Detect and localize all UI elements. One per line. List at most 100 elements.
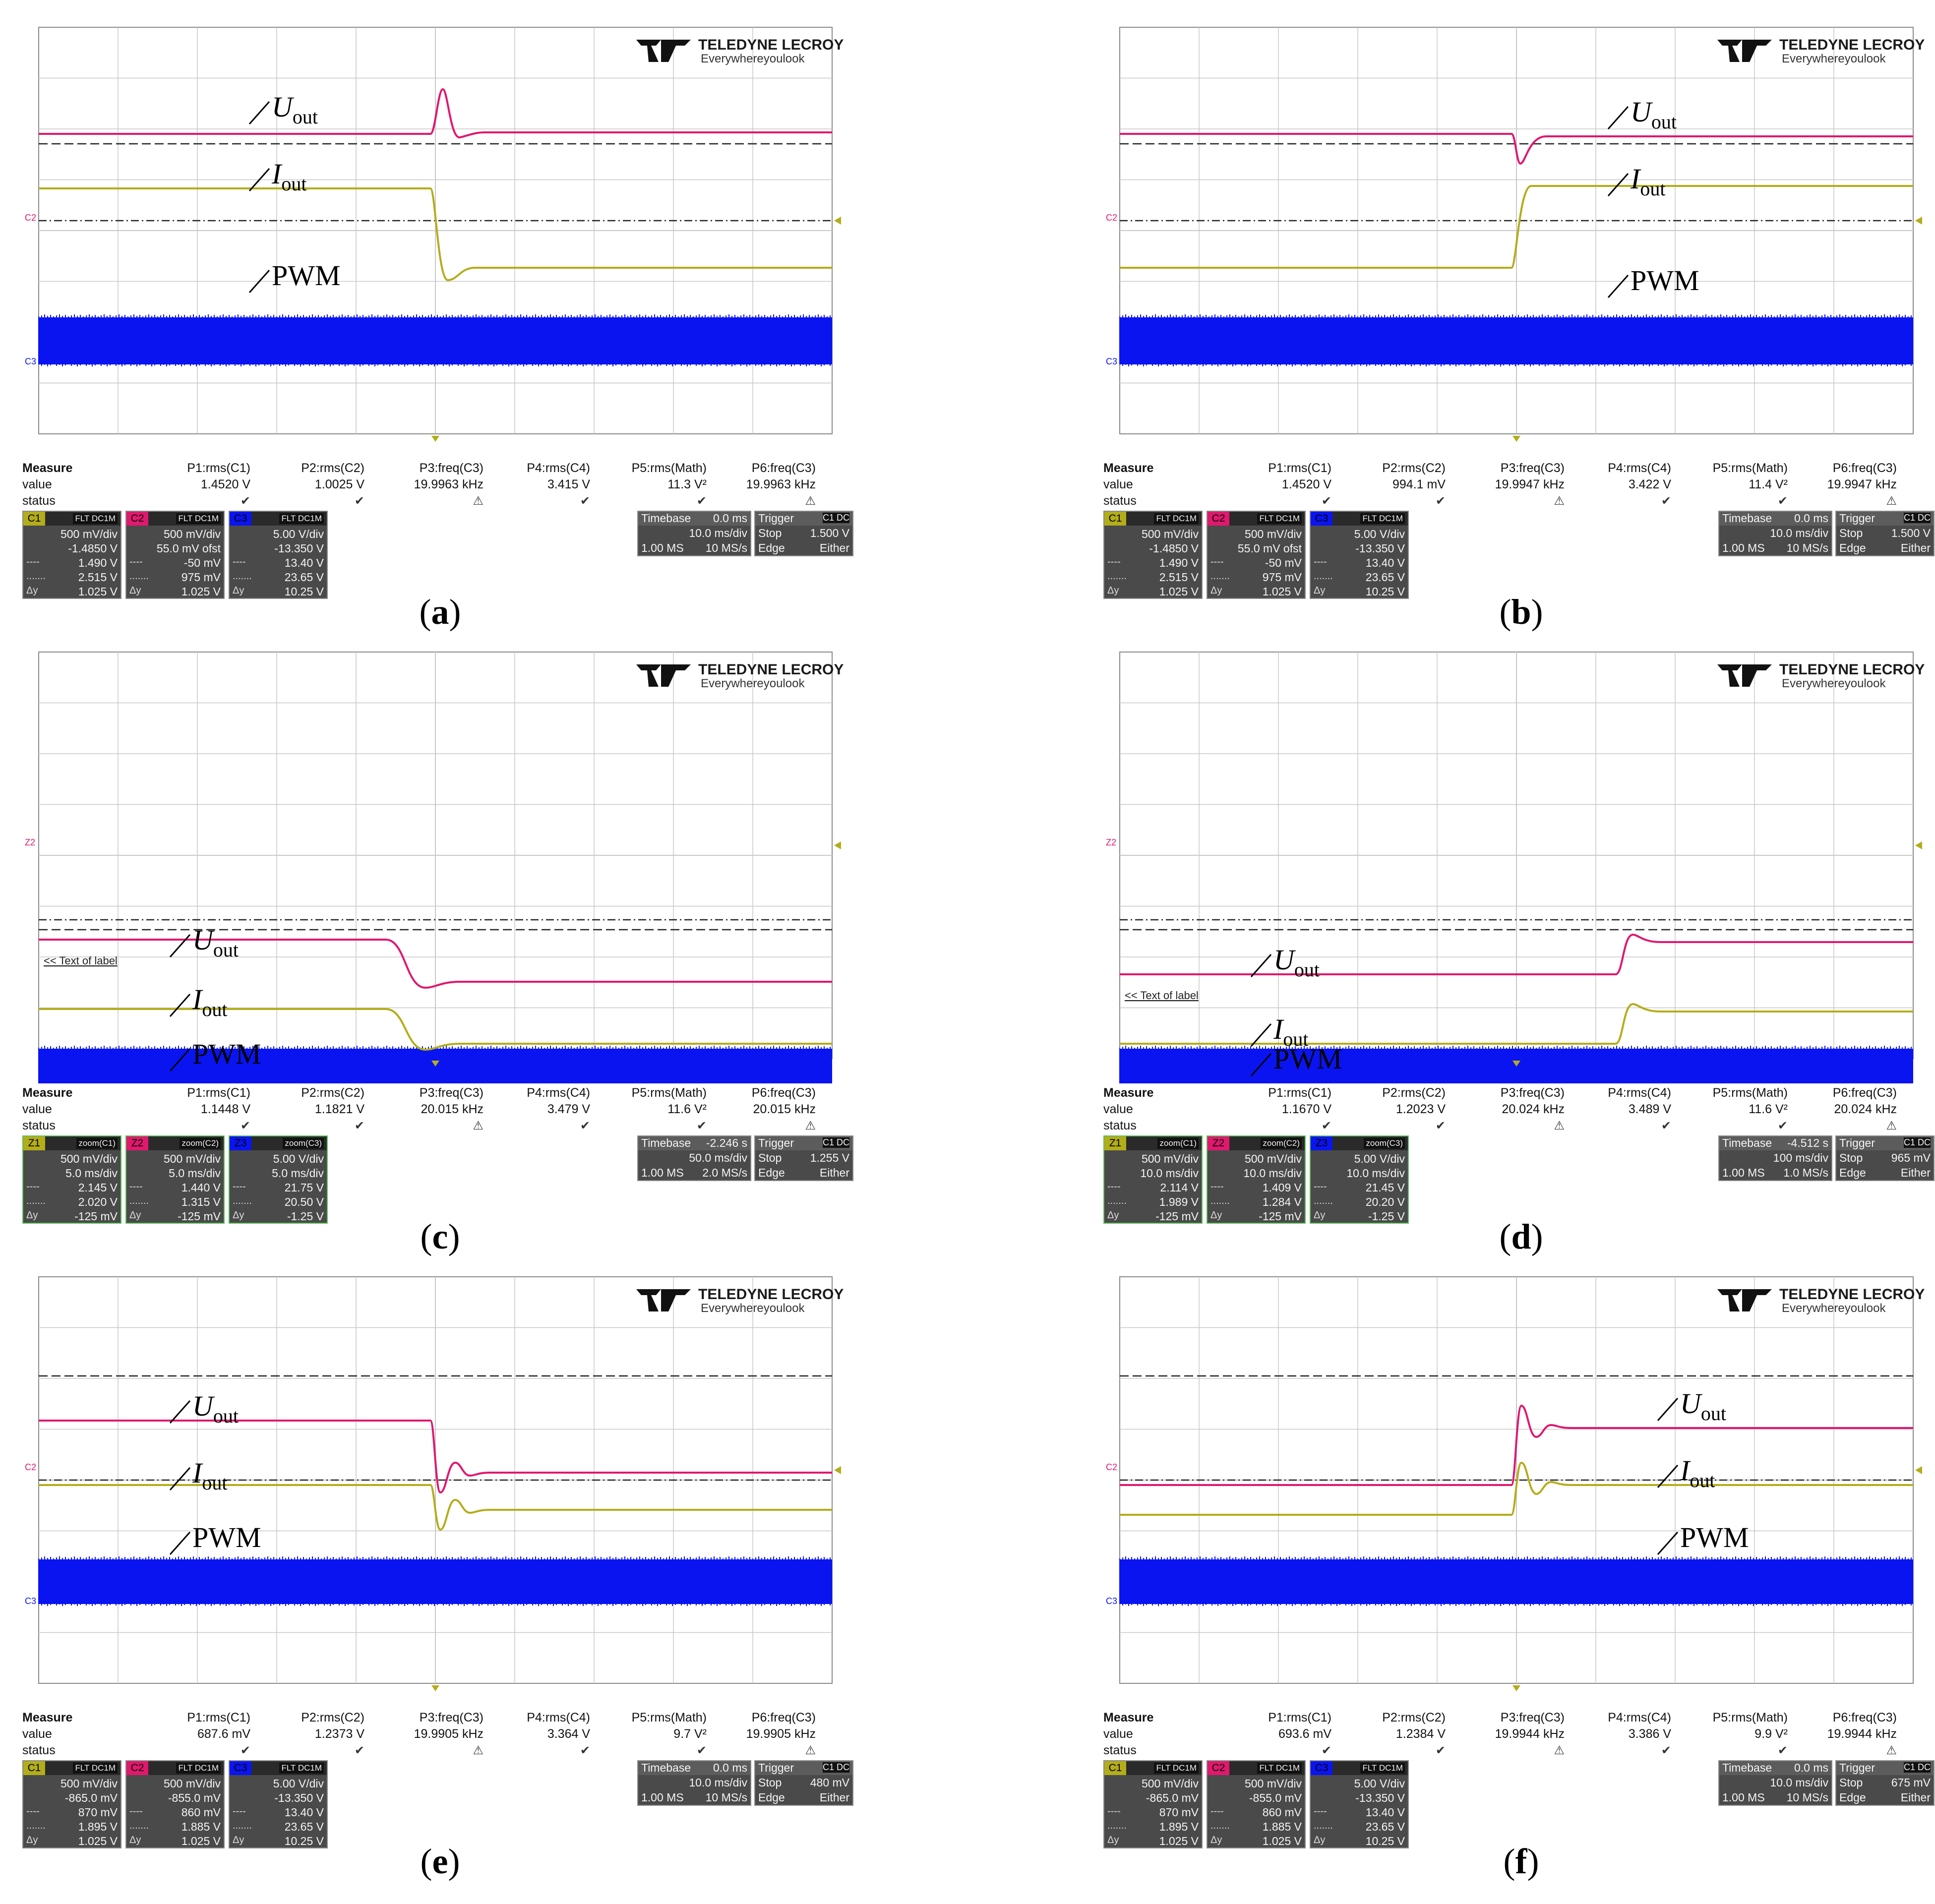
trigger-position-marker[interactable] xyxy=(1512,436,1520,442)
trigger-box[interactable]: Trigger C1 DC Stop 1.500 V Edge Either xyxy=(1835,511,1935,556)
channel-line: 500 mV/div xyxy=(1141,528,1199,540)
channel-box-c3[interactable]: C3 FLT DC1M 5.00 V/div -13.350 V 13.40 V ----… xyxy=(1310,1760,1409,1848)
measure-param[interactable]: P4:rms(C4) xyxy=(527,461,590,475)
text-of-label[interactable]: << Text of label xyxy=(44,954,118,967)
measure-table: Measure P1:rms(C1) P2:rms(C2) P3:freq(C3) P4… xyxy=(1103,461,1935,513)
measure-param[interactable]: P4:rms(C4) xyxy=(527,1086,590,1100)
channel-box-c1[interactable]: C1 FLT DC1M 500 mV/div -1.4850 V 1.490 V ----… xyxy=(22,511,121,599)
measure-param[interactable]: P6:freq(C3) xyxy=(751,1086,816,1100)
measure-param[interactable]: P2:rms(C2) xyxy=(1382,1086,1446,1100)
trigger-slope: Either xyxy=(819,541,849,554)
channel-box-c2[interactable]: C2 FLT DC1M 500 mV/div -855.0 mV 860 mV ---- 1… xyxy=(1207,1760,1306,1848)
measure-param[interactable]: P3:freq(C3) xyxy=(419,1086,484,1100)
channel-line: 5.0 ms/div xyxy=(169,1167,221,1180)
measure-param[interactable]: P4:rms(C4) xyxy=(1608,1086,1671,1100)
timebase-box[interactable]: Timebase -4.512 s 100 ms/div 1.00 MS 1.0 MS/… xyxy=(1718,1135,1832,1181)
warning-icon: ⚠ xyxy=(473,1119,484,1132)
trigger-box[interactable]: Trigger C1 DC Stop 965 mV Edge Either xyxy=(1835,1135,1935,1181)
trigger-type: Edge xyxy=(758,1791,785,1804)
timebase-box[interactable]: Timebase 0.0 ms 10.0 ms/div 1.00 MS 10 MS/s xyxy=(637,511,751,556)
channel-box-z2[interactable]: Z2 zoom(C2) 500 mV/div 5.0 ms/div 1.440 V ---… xyxy=(125,1135,225,1224)
trigger-box[interactable]: Trigger C1 DC Stop 1.255 V Edge Either xyxy=(754,1135,853,1181)
timebase-box[interactable]: Timebase -2.246 s 50.0 ms/div 1.00 MS 2.0 MS… xyxy=(637,1135,751,1181)
trigger-level-marker[interactable] xyxy=(834,841,841,849)
measure-param[interactable]: P5:rms(Math) xyxy=(1712,1086,1788,1100)
trigger-position-marker[interactable] xyxy=(431,436,439,442)
measure-param[interactable]: P2:rms(C2) xyxy=(301,1711,364,1725)
trigger-title: Trigger xyxy=(758,1136,794,1149)
measure-param[interactable]: P1:rms(C1) xyxy=(187,1711,250,1725)
measure-param[interactable]: P2:rms(C2) xyxy=(1382,1711,1446,1725)
measure-param[interactable]: P1:rms(C1) xyxy=(1268,1086,1331,1100)
timebase-box[interactable]: Timebase 0.0 ms 10.0 ms/div 1.00 MS 10 MS/s xyxy=(1718,511,1832,556)
trigger-position-marker[interactable] xyxy=(431,1061,439,1067)
channel-box-z2[interactable]: Z2 zoom(C2) 500 mV/div 10.0 ms/div 1.409 V --… xyxy=(1207,1135,1306,1224)
measure-param[interactable]: P1:rms(C1) xyxy=(187,461,250,475)
measure-param[interactable]: P6:freq(C3) xyxy=(751,1711,816,1725)
measure-param[interactable]: P3:freq(C3) xyxy=(419,461,484,475)
measure-value: 9.7 V² xyxy=(673,1727,707,1741)
trigger-level-marker[interactable] xyxy=(834,217,841,225)
measure-param[interactable]: P3:freq(C3) xyxy=(419,1711,484,1725)
trigger-level-marker[interactable] xyxy=(1915,1466,1922,1474)
measure-param[interactable]: P3:freq(C3) xyxy=(1500,1086,1565,1100)
channel-line: 500 mV/div xyxy=(60,1152,118,1165)
measure-value-label: value xyxy=(1103,1102,1133,1116)
measure-param[interactable]: P1:rms(C1) xyxy=(1268,1711,1331,1725)
channel-box-z1[interactable]: Z1 zoom(C1) 500 mV/div 10.0 ms/div 2.114 V --… xyxy=(1103,1135,1203,1224)
trigger-position-marker[interactable] xyxy=(1512,1685,1520,1691)
channel-box-c2[interactable]: C2 FLT DC1M 500 mV/div -855.0 mV 860 mV ---- 1… xyxy=(125,1760,225,1848)
timebase-offset: 0.0 ms xyxy=(713,1761,747,1774)
channel-box-c3[interactable]: C3 FLT DC1M 5.00 V/div -13.350 V 13.40 V ----… xyxy=(229,511,328,599)
trigger-level-marker[interactable] xyxy=(834,1466,841,1474)
channel-box-z3[interactable]: Z3 zoom(C3) 5.00 V/div 10.0 ms/div 21.45 V --… xyxy=(1310,1135,1409,1224)
channel-box-c3[interactable]: C3 FLT DC1M 5.00 V/div -13.350 V 13.40 V ----… xyxy=(229,1760,328,1848)
channel-box-c2[interactable]: C2 FLT DC1M 500 mV/div 55.0 mV ofst -50 mV --… xyxy=(125,511,225,599)
measure-param[interactable]: P6:freq(C3) xyxy=(751,461,816,475)
trigger-level-marker[interactable] xyxy=(1915,841,1922,849)
measure-table: Measure P1:rms(C1) P2:rms(C2) P3:freq(C3) P4… xyxy=(22,1086,858,1138)
timebase-header: Timebase 0.0 ms xyxy=(1719,512,1831,526)
channel-box-z3[interactable]: Z3 zoom(C3) 5.00 V/div 5.0 ms/div 21.75 V ---… xyxy=(229,1135,328,1224)
timebase-box[interactable]: Timebase 0.0 ms 10.0 ms/div 1.00 MS 10 MS/s xyxy=(637,1760,751,1806)
measure-param[interactable]: P2:rms(C2) xyxy=(301,1086,364,1100)
measure-param[interactable]: P4:rms(C4) xyxy=(527,1711,590,1725)
timebase-box[interactable]: Timebase 0.0 ms 10.0 ms/div 1.00 MS 10 MS/s xyxy=(1718,1760,1832,1806)
warning-icon: ⚠ xyxy=(1554,1744,1565,1757)
trigger-box[interactable]: Trigger C1 DC Stop 480 mV Edge Either xyxy=(754,1760,853,1806)
measure-param[interactable]: P6:freq(C3) xyxy=(1832,1086,1897,1100)
channel-tag: C2 xyxy=(1208,1761,1229,1775)
channel-box-z1[interactable]: Z1 zoom(C1) 500 mV/div 5.0 ms/div 2.145 V ---… xyxy=(22,1135,121,1224)
text-of-label[interactable]: << Text of label xyxy=(1125,989,1199,1002)
measure-param[interactable]: P6:freq(C3) xyxy=(1832,461,1897,475)
trigger-box[interactable]: Trigger C1 DC Stop 675 mV Edge Either xyxy=(1835,1760,1935,1806)
measure-param[interactable]: P3:freq(C3) xyxy=(1500,461,1565,475)
measure-param[interactable]: P5:rms(Math) xyxy=(1712,1711,1788,1725)
measure-param[interactable]: P6:freq(C3) xyxy=(1832,1711,1897,1725)
measure-param[interactable]: P4:rms(C4) xyxy=(1608,461,1671,475)
measure-param[interactable]: P2:rms(C2) xyxy=(301,461,364,475)
channel-box-c1[interactable]: C1 FLT DC1M 500 mV/div -1.4850 V 1.490 V ----… xyxy=(1103,511,1203,599)
measure-param[interactable]: P5:rms(Math) xyxy=(631,1711,707,1725)
trigger-position-marker[interactable] xyxy=(431,1685,439,1691)
channel-box-c2[interactable]: C2 FLT DC1M 500 mV/div 55.0 mV ofst -50 mV --… xyxy=(1207,511,1306,599)
scope-panel-c: Uout Iout PWM TELEDYNE LECROY Everywhereyoul… xyxy=(22,637,858,1256)
measure-param[interactable]: P2:rms(C2) xyxy=(1382,461,1446,475)
trigger-box[interactable]: Trigger C1 DC Stop 1.500 V Edge Either xyxy=(754,511,853,556)
warning-icon: ⚠ xyxy=(805,494,816,508)
channel-box-c1[interactable]: C1 FLT DC1M 500 mV/div -865.0 mV 870 mV ---- 1… xyxy=(1103,1760,1203,1848)
measure-param[interactable]: P5:rms(Math) xyxy=(1712,461,1788,475)
measure-param[interactable]: P5:rms(Math) xyxy=(631,461,707,475)
measure-param[interactable]: P3:freq(C3) xyxy=(1500,1711,1565,1725)
trigger-header: Trigger C1 DC xyxy=(755,1136,852,1150)
measure-param[interactable]: P5:rms(Math) xyxy=(631,1086,707,1100)
channel-box-c1[interactable]: C1 FLT DC1M 500 mV/div -865.0 mV 870 mV ---- 1… xyxy=(22,1760,121,1848)
measure-param[interactable]: P1:rms(C1) xyxy=(1268,461,1331,475)
measure-param[interactable]: P4:rms(C4) xyxy=(1608,1711,1671,1725)
measure-param[interactable]: P1:rms(C1) xyxy=(187,1086,250,1100)
trigger-position-marker[interactable] xyxy=(1512,1061,1520,1067)
brand-name: TELEDYNE LECROY xyxy=(1779,1286,1925,1303)
pwm-leader xyxy=(1607,275,1629,298)
channel-box-c3[interactable]: C3 FLT DC1M 5.00 V/div -13.350 V 13.40 V ----… xyxy=(1310,511,1409,599)
trigger-level-marker[interactable] xyxy=(1915,217,1922,225)
